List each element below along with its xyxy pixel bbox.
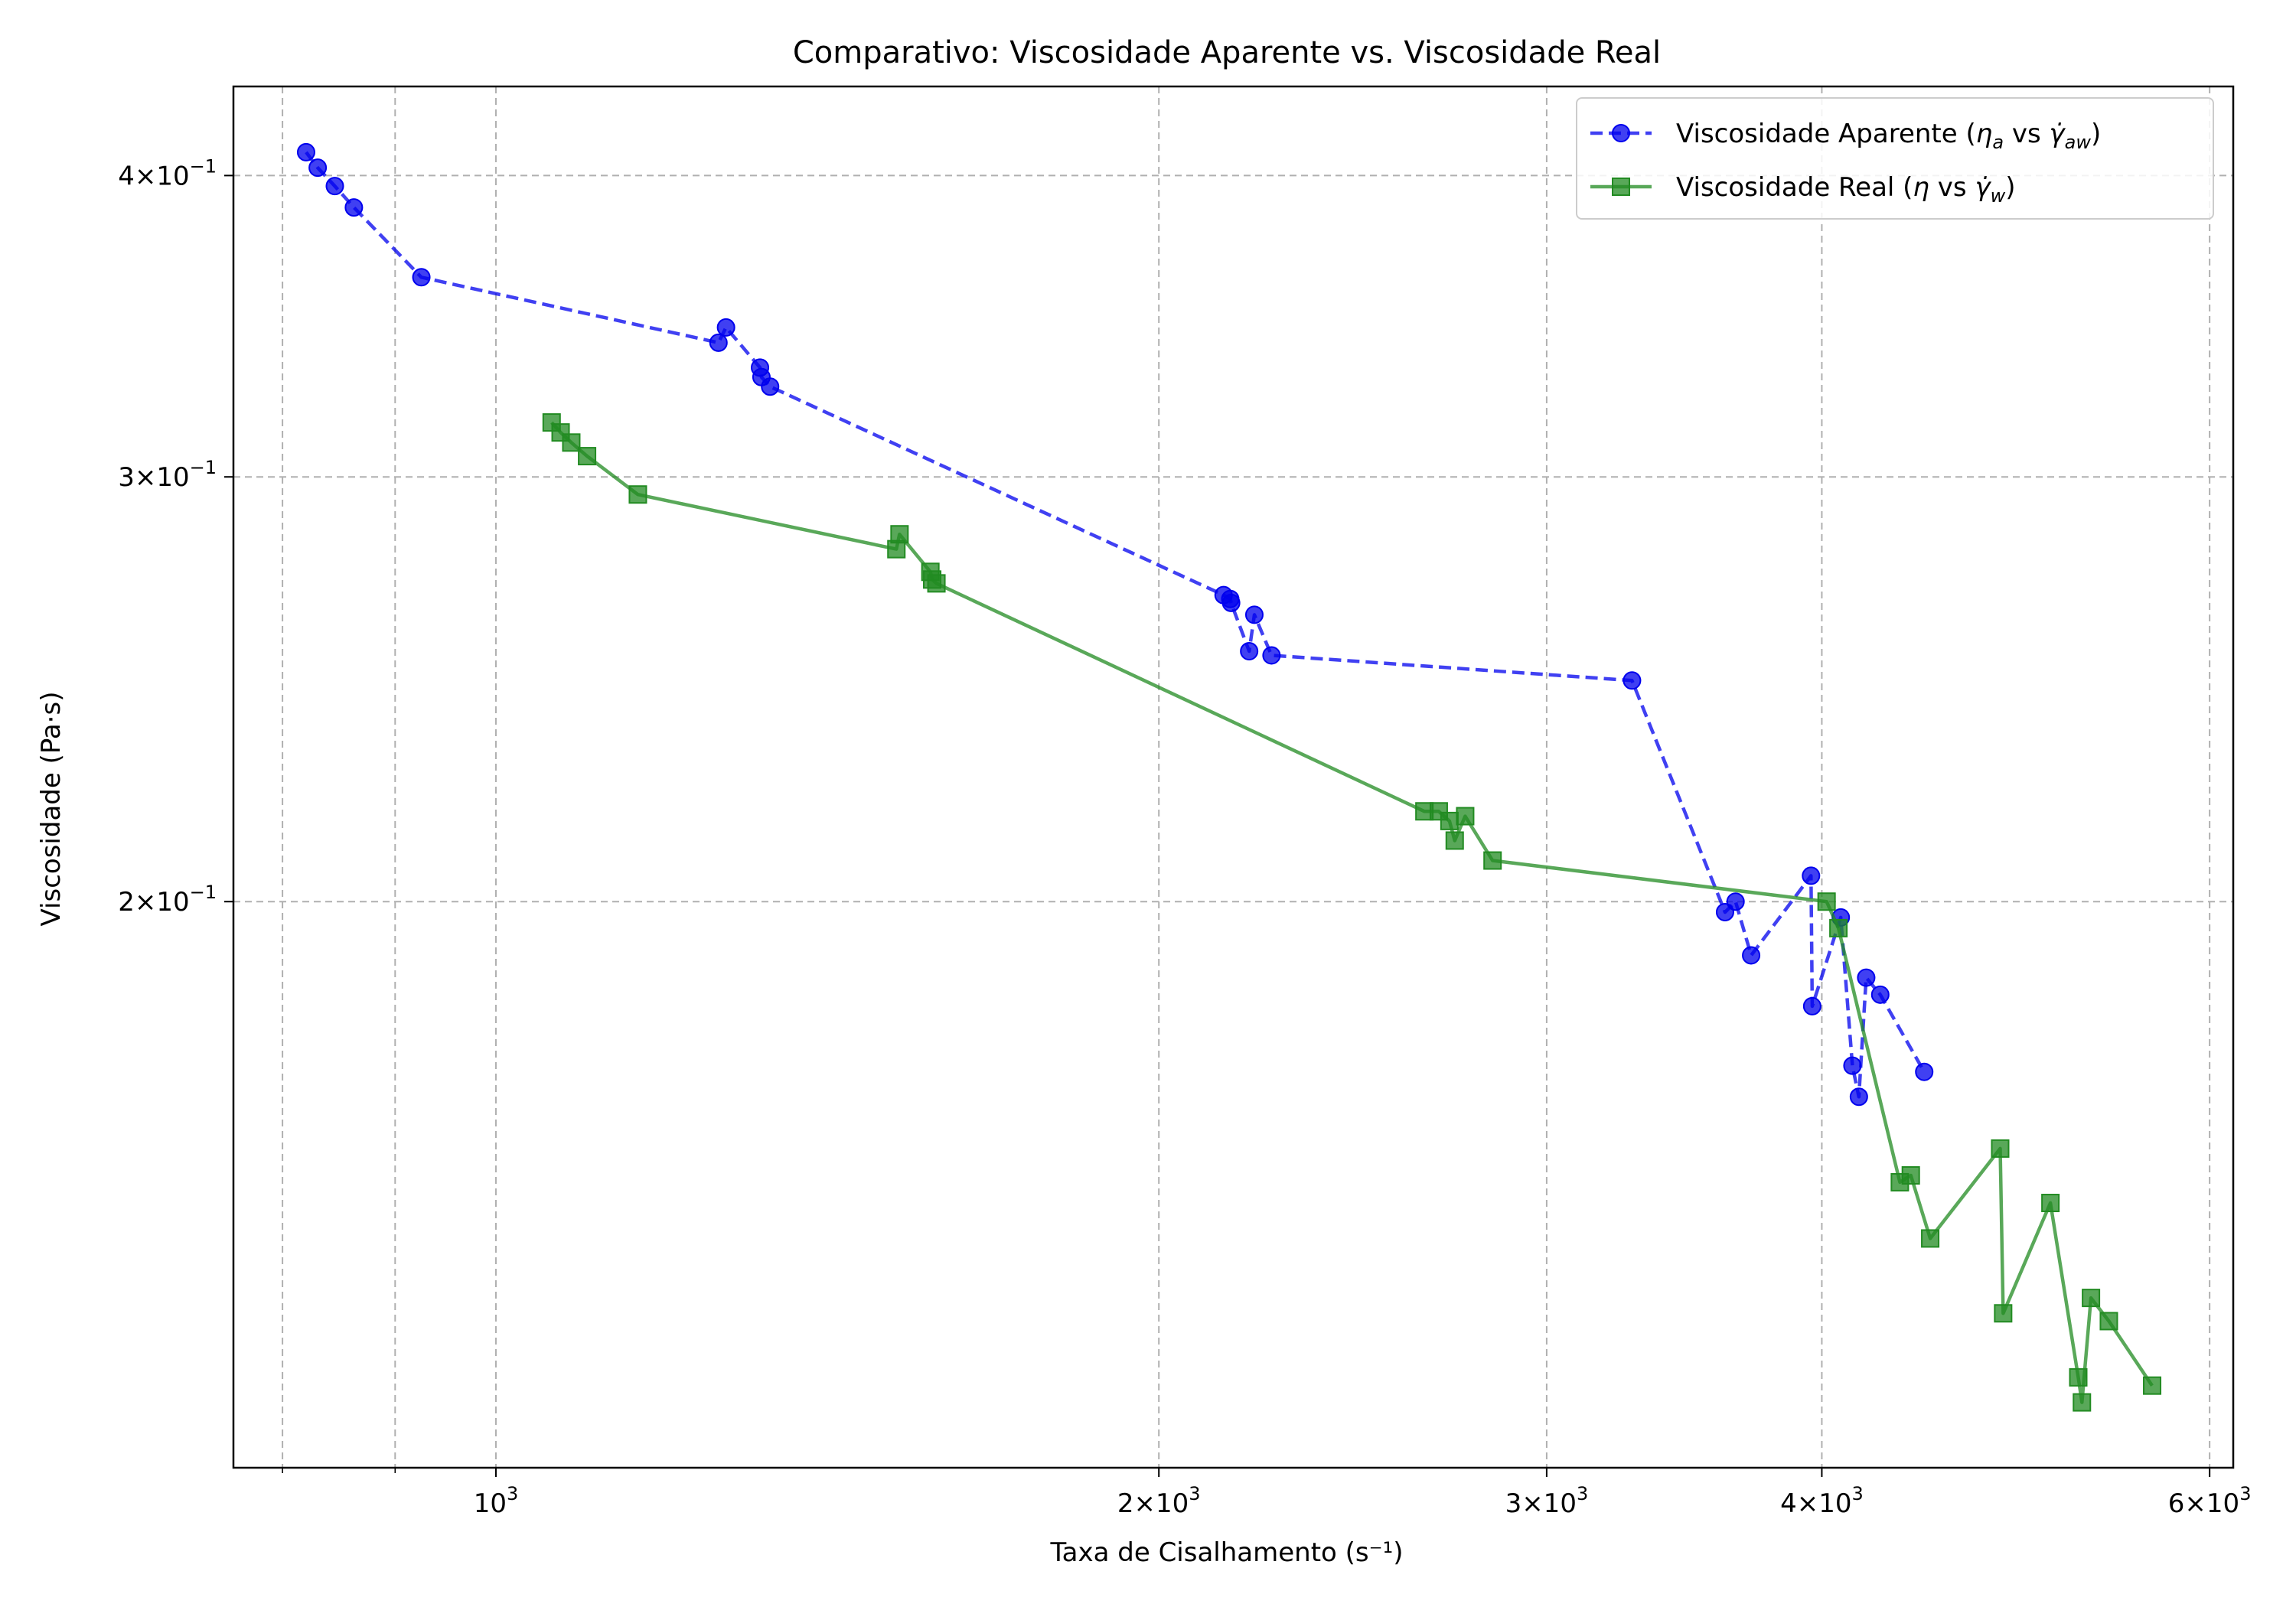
y-tick-label-base-2: 4×10 bbox=[118, 161, 189, 191]
x-tick-label-base-4: 6×10 bbox=[2168, 1488, 2239, 1519]
series-0-point-12 bbox=[1221, 593, 1241, 612]
series-1-point-12 bbox=[1440, 811, 1459, 830]
series-0-point-1 bbox=[308, 158, 328, 178]
series-1 bbox=[542, 413, 2162, 1412]
x-tick-label-exp-1: 3 bbox=[1189, 1483, 1200, 1504]
legend-entry-1-legend-vs: vs bbox=[1929, 172, 1975, 203]
series-1-point-24 bbox=[2069, 1367, 2088, 1387]
ticks: 103 2×103 3×103 4×103 6×1032×10−13×10−14×10−… bbox=[118, 155, 2251, 1519]
legend-entry-0-legend-sym2: γ̇ bbox=[2049, 119, 2066, 149]
series-0-point-0 bbox=[296, 142, 315, 161]
series-1-point-9 bbox=[927, 574, 946, 593]
series-0-point-3 bbox=[344, 198, 364, 217]
legend-handle-marker-1 bbox=[1612, 178, 1630, 196]
x-tick-label-1: 2×103 bbox=[1117, 1483, 1201, 1519]
series-0-point-24 bbox=[1849, 1087, 1868, 1107]
series-1-point-23 bbox=[2041, 1194, 2060, 1213]
y-tick-label-0: 2×10−1 bbox=[118, 882, 217, 918]
x-tick-label-4: 6×103 bbox=[2168, 1483, 2252, 1519]
series-0-point-23 bbox=[1843, 1056, 1862, 1075]
y-tick-label-base-0: 2×10 bbox=[118, 887, 189, 918]
series-0-point-21 bbox=[1802, 996, 1821, 1015]
series-1-point-6 bbox=[890, 525, 909, 544]
axes-frame bbox=[232, 85, 2235, 1469]
series-0-point-19 bbox=[1742, 946, 1761, 965]
x-tick-label-base-0: 10 bbox=[474, 1488, 507, 1519]
series-1-point-22 bbox=[1994, 1304, 2013, 1323]
series-1-point-20 bbox=[1921, 1229, 1940, 1248]
series-1-point-25 bbox=[2073, 1393, 2092, 1412]
legend-entry-0-legend-sym1: η bbox=[1976, 119, 1993, 149]
x-tick-label-base-2: 3×10 bbox=[1505, 1488, 1577, 1519]
legend-handle-marker-0 bbox=[1612, 124, 1630, 142]
legend-entry-1-legend-sym2: γ̇ bbox=[1975, 172, 1991, 203]
x-tick-label-base-3: 4×10 bbox=[1780, 1488, 1851, 1519]
x-tick-label-base-1: 2×10 bbox=[1117, 1488, 1189, 1519]
series-0-point-26 bbox=[1870, 985, 1890, 1004]
series-0-point-5 bbox=[709, 333, 728, 352]
series-0-point-20 bbox=[1802, 866, 1821, 885]
series-1-point-14 bbox=[1456, 807, 1475, 826]
series-0-point-4 bbox=[412, 268, 431, 287]
series-1-point-28 bbox=[2143, 1376, 2162, 1395]
series-0-point-25 bbox=[1857, 968, 1876, 987]
legend-entry-1: Viscosidade Real (η vs γ̇w) bbox=[1676, 172, 2015, 207]
series-1-point-17 bbox=[1829, 918, 1848, 937]
series-1-point-3 bbox=[578, 447, 597, 466]
legend-entry-0-legend-close: ) bbox=[2091, 119, 2101, 149]
series-0-point-9 bbox=[761, 377, 780, 396]
plot-series bbox=[296, 142, 2162, 1412]
legend-entry-0-legend-vs: vs bbox=[2004, 119, 2049, 149]
series-1-point-26 bbox=[2082, 1289, 2101, 1308]
series-0-point-6 bbox=[716, 318, 735, 337]
x-tick-label-exp-0: 3 bbox=[507, 1483, 518, 1504]
x-tick-label-3: 4×103 bbox=[1780, 1483, 1864, 1519]
y-tick-label-2: 4×10−1 bbox=[118, 155, 217, 191]
series-1-point-21 bbox=[1991, 1139, 2010, 1158]
legend-entry-1-legend-sub2: w bbox=[1991, 185, 2006, 207]
legend-entry-1-legend-main: Viscosidade Real ( bbox=[1676, 172, 1913, 203]
legend-entry-0: Viscosidade Aparente (ηa vs γ̇aw) bbox=[1676, 119, 2101, 153]
series-1-point-4 bbox=[628, 485, 647, 504]
y-tick-label-exp-2: −1 bbox=[190, 155, 217, 177]
y-tick-label-exp-0: −1 bbox=[190, 882, 217, 903]
series-1-point-19 bbox=[1901, 1166, 1920, 1185]
y-tick-label-exp-1: −1 bbox=[190, 457, 217, 478]
legend-entry-0-legend-sub2: aw bbox=[2065, 132, 2092, 153]
series-0-point-18 bbox=[1726, 892, 1745, 911]
series-0-point-13 bbox=[1240, 642, 1259, 661]
legend: Viscosidade Aparente (ηa vs γ̇aw)Viscosi… bbox=[1576, 97, 2214, 220]
x-tick-label-exp-4: 3 bbox=[2239, 1483, 2251, 1504]
x-tick-label-exp-2: 3 bbox=[1577, 1483, 1588, 1504]
y-tick-label-base-1: 3×10 bbox=[118, 462, 189, 493]
x-axis-label: Taxa de Cisalhamento (s⁻¹) bbox=[1050, 1537, 1404, 1568]
x-tick-label-exp-3: 3 bbox=[1851, 1483, 1863, 1504]
chart-title: Comparativo: Viscosidade Aparente vs. Vi… bbox=[793, 35, 1661, 70]
series-0-point-14 bbox=[1244, 605, 1264, 624]
series-0-point-15 bbox=[1262, 646, 1281, 665]
series-0-line bbox=[305, 151, 1926, 1099]
legend-entry-1-legend-close: ) bbox=[2005, 172, 2015, 203]
series-1-point-27 bbox=[2099, 1312, 2118, 1331]
legend-entry-1-legend-sym1: η bbox=[1913, 172, 1929, 203]
x-tick-label-0: 103 bbox=[474, 1483, 519, 1519]
series-0-point-16 bbox=[1623, 671, 1642, 690]
series-0-point-27 bbox=[1915, 1062, 1934, 1081]
series-1-point-2 bbox=[562, 433, 581, 452]
legend-box bbox=[1576, 97, 2214, 220]
series-0 bbox=[296, 142, 1934, 1107]
series-1-point-15 bbox=[1483, 851, 1502, 870]
y-tick-label-1: 3×10−1 bbox=[118, 457, 217, 493]
series-1-point-13 bbox=[1445, 831, 1464, 850]
series-0-point-2 bbox=[325, 177, 344, 196]
legend-entry-0-legend-main: Viscosidade Aparente ( bbox=[1676, 119, 1976, 149]
y-axis-label: Viscosidade (Pa·s) bbox=[36, 692, 67, 927]
legend-entry-0-legend-sub1: a bbox=[1992, 132, 2004, 153]
x-tick-label-2: 3×103 bbox=[1505, 1483, 1589, 1519]
series-1-point-16 bbox=[1817, 892, 1836, 911]
